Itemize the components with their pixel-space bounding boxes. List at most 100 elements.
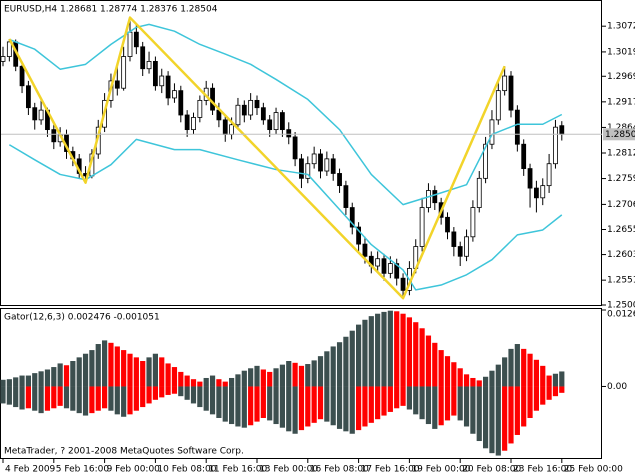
gator-bar [13, 386, 19, 408]
y-tick-label: 0.00 [607, 382, 627, 392]
candle-body [38, 109, 44, 121]
gator-bar [470, 377, 476, 387]
candle-body [241, 104, 247, 116]
gator-bar [463, 386, 470, 427]
candle-body [521, 143, 527, 169]
current-price-label: 1.28504 [605, 130, 635, 140]
gator-bar [216, 386, 222, 418]
gator-bar [121, 386, 127, 417]
gator-bar [451, 386, 457, 416]
gator-bar [330, 346, 336, 387]
candle-body [6, 41, 12, 57]
gator-bar [82, 386, 89, 416]
candle-body [483, 143, 489, 179]
y-tick-label: 1.27065 [607, 200, 635, 210]
gator-bar [229, 386, 235, 425]
gator-bar [387, 386, 393, 412]
x-tick-label: 16 Feb 08:00 [310, 465, 369, 475]
candle-body [133, 31, 139, 48]
gator-bar [368, 386, 374, 423]
y-tick-label: 1.28120 [607, 149, 635, 159]
gator-bar [171, 367, 178, 387]
gator-bar [400, 313, 406, 387]
gator-bar [222, 386, 228, 422]
gator-bar [82, 353, 89, 387]
candle-body [502, 75, 508, 92]
gator-bar [32, 386, 38, 411]
gator-bar [330, 386, 336, 426]
gator-bar [362, 386, 368, 427]
x-tick-label: 23 Feb 16:00 [513, 465, 572, 475]
gator-bar [267, 386, 273, 421]
candle-body [559, 125, 565, 135]
gator-bar [57, 386, 63, 406]
gator-bar [432, 386, 438, 429]
gator-bar [102, 340, 108, 387]
gator-bar [343, 386, 349, 432]
gator-bar [108, 386, 114, 411]
gator-bar [178, 386, 184, 397]
gator-bar [184, 375, 190, 387]
candle-body [184, 114, 190, 131]
candle-body [432, 190, 438, 204]
candle-body [0, 56, 6, 62]
gator-bar [406, 317, 412, 387]
gator-bar [552, 373, 559, 387]
gator-bar [495, 364, 501, 387]
gator-bar [317, 356, 324, 387]
gator-bar [368, 316, 374, 387]
candle-body [464, 236, 469, 257]
gator-bar [375, 386, 381, 420]
gator-bar [95, 344, 101, 387]
gator-bar [248, 386, 254, 426]
gator-bar [336, 386, 343, 429]
gator-bar [254, 386, 260, 422]
gator-bar [502, 386, 508, 451]
gator-bar [25, 386, 31, 409]
candle-body [426, 190, 431, 208]
candle-body [375, 258, 381, 267]
candle-body [356, 226, 362, 245]
gator-bar [489, 370, 495, 387]
gator-bar [209, 386, 216, 415]
candle-body [127, 31, 133, 57]
gator-bar [273, 386, 279, 425]
gator-bar [336, 342, 343, 387]
gator-bar [463, 374, 470, 387]
candle-body [210, 87, 215, 111]
gator-title: Gator(12,6,3) 0.002476 -0.001051 [4, 313, 160, 323]
gator-bar [76, 357, 82, 387]
candle-body [51, 129, 57, 143]
candle-body [273, 112, 279, 131]
y-tick-label: 1.26550 [607, 225, 635, 235]
gator-bar [495, 386, 501, 456]
candle-body [279, 112, 285, 131]
candle-body [286, 129, 292, 138]
gator-bar [540, 386, 546, 405]
y-tick-label: 1.30723 [607, 22, 635, 32]
gator-bar [146, 386, 152, 404]
candle-body [19, 65, 25, 87]
gator-bar [559, 386, 565, 393]
gator-bar [343, 336, 349, 387]
gator-bar [298, 386, 305, 431]
gator-bar [13, 377, 19, 387]
gator-bar [292, 386, 298, 434]
gator-bar [51, 367, 57, 387]
gator-bar [273, 368, 279, 387]
candle-body [546, 163, 552, 187]
candle-body [267, 119, 273, 131]
gator-bar [514, 386, 520, 435]
current-price-box [603, 128, 635, 141]
gator-bar [102, 386, 108, 409]
y-tick-label: 1.29695 [607, 72, 635, 82]
gator-bar [114, 346, 120, 387]
x-tick-label: 25 Feb 00:00 [564, 465, 623, 475]
candle-body [540, 185, 546, 199]
gator-bar [400, 386, 406, 406]
candle-body [299, 158, 304, 179]
gator-bar [457, 368, 463, 387]
gator-bar [229, 377, 235, 387]
candle-body [114, 80, 120, 89]
